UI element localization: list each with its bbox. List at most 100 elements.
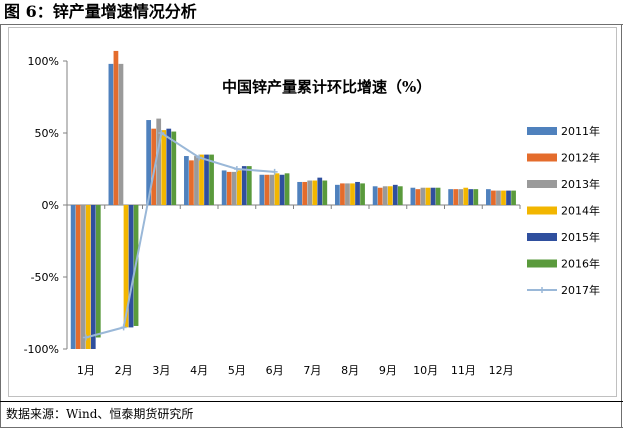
table-border-right <box>621 24 622 428</box>
bar <box>392 184 398 205</box>
bar <box>415 189 421 205</box>
bar <box>85 205 91 349</box>
bar <box>410 187 416 205</box>
chart-legend: 2011年 2012年 2013年 2014年 2015年 2016年 2017年 <box>527 124 600 297</box>
bar <box>377 187 383 205</box>
bar <box>360 183 365 205</box>
y-tick-label: 0% <box>42 199 59 212</box>
bar <box>463 187 469 205</box>
y-tick-label: 100% <box>28 55 59 68</box>
bar <box>113 50 119 205</box>
bar <box>259 174 265 205</box>
bar <box>340 183 345 205</box>
bar <box>279 174 285 205</box>
legend-swatch <box>527 180 557 188</box>
bar <box>511 190 516 205</box>
bar <box>473 189 479 205</box>
bar <box>430 187 436 205</box>
bar <box>458 189 464 205</box>
bar <box>161 130 167 205</box>
legend-swatch <box>527 233 557 241</box>
source-note: 数据来源：Wind、恒泰期货研究所 <box>6 407 194 421</box>
bar <box>312 180 318 205</box>
source-divider <box>0 401 623 402</box>
bar <box>236 170 242 205</box>
bar <box>246 166 252 205</box>
legend-label: 2015年 <box>561 230 600 244</box>
bar <box>108 63 114 205</box>
legend-swatch <box>527 153 557 162</box>
legend-swatch <box>527 259 557 268</box>
figure-title: 图 6：锌产量增速情况分析 <box>4 2 197 21</box>
bar <box>95 205 101 338</box>
bar <box>209 154 214 205</box>
x-tick-label: 9月 <box>379 364 397 377</box>
bar <box>397 186 403 205</box>
bar <box>468 189 474 205</box>
bar <box>128 205 134 328</box>
x-tick-label: 1月 <box>77 364 95 377</box>
legend-swatch <box>527 206 557 215</box>
bar <box>118 63 124 205</box>
bar <box>189 160 194 205</box>
table-border-bottom <box>0 427 623 428</box>
bar <box>335 184 340 205</box>
y-axis-ticks: 100% 50% 0% -50% -100% <box>24 55 59 356</box>
bar <box>274 173 280 205</box>
bar <box>221 170 227 205</box>
bar <box>486 189 491 205</box>
bar <box>70 205 76 349</box>
bar <box>491 190 496 205</box>
chart-frame <box>8 27 617 397</box>
bar <box>123 205 129 328</box>
chart-title: 中国锌产量累计环比增速（%） <box>222 78 431 96</box>
legend-label: 2014年 <box>561 204 600 218</box>
y-tick-label: -50% <box>31 271 59 284</box>
x-tick-label: 12月 <box>489 364 514 377</box>
bar <box>171 131 177 205</box>
legend-label: 2016年 <box>561 257 600 271</box>
table-border-left <box>0 24 1 428</box>
bar <box>425 187 431 205</box>
x-tick-label: 8月 <box>341 364 359 377</box>
x-axis-ticks: 1月 2月 3月 4月 5月 6月 7月 8月 9月 10月 11月 12月 <box>77 364 514 377</box>
chart-line <box>82 130 278 341</box>
bar <box>506 190 511 205</box>
bar <box>496 190 501 205</box>
bar <box>322 180 328 205</box>
y-tick-label: 50% <box>35 127 59 140</box>
bar <box>382 186 388 205</box>
bar <box>302 181 308 205</box>
bar <box>501 190 506 205</box>
series-line <box>85 131 275 339</box>
y-tick-label: -100% <box>24 343 59 356</box>
legend-label: 2013年 <box>561 177 600 191</box>
chart-grid <box>63 60 521 350</box>
bar <box>448 189 453 205</box>
bar <box>372 186 378 205</box>
bar <box>297 181 302 205</box>
bar <box>435 187 441 205</box>
legend-label: 2012年 <box>561 151 600 165</box>
bar <box>317 177 323 205</box>
bar <box>151 128 157 205</box>
x-tick-label: 6月 <box>266 364 284 377</box>
bar <box>345 183 350 205</box>
bar <box>264 174 270 205</box>
x-tick-label: 2月 <box>115 364 133 377</box>
bar <box>231 171 237 205</box>
bar <box>146 120 152 205</box>
x-tick-label: 11月 <box>451 364 476 377</box>
bar <box>75 205 81 349</box>
bar <box>284 173 290 205</box>
bar <box>241 166 247 205</box>
bar <box>90 205 96 349</box>
bar <box>226 171 232 205</box>
bar <box>307 180 313 205</box>
bar <box>269 174 275 205</box>
bar <box>199 154 204 205</box>
legend-swatch <box>527 127 557 135</box>
x-tick-label: 3月 <box>152 364 170 377</box>
bar <box>387 186 393 205</box>
